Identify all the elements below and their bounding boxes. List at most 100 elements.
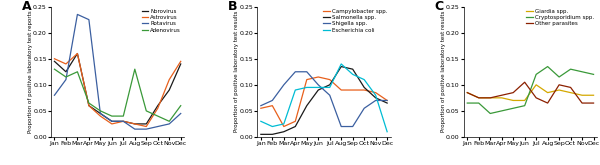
- Astrovirus: [74, 52, 81, 54]
- Escherichia coli: [383, 131, 391, 133]
- Giardia spp.: [544, 92, 551, 94]
- Cryptosporidium spp.: [533, 73, 540, 75]
- Text: C: C: [434, 0, 443, 13]
- Cryptosporidium spp.: [544, 66, 551, 67]
- Salmonella spp.: [269, 133, 276, 135]
- Other parasites: [556, 84, 563, 86]
- Campylobacter spp.: [349, 89, 356, 91]
- Giardia spp.: [567, 92, 574, 94]
- Campylobacter spp.: [338, 89, 345, 91]
- Astrovirus: [166, 79, 173, 81]
- Rotavirus: [166, 123, 173, 125]
- Adenovirus: [74, 71, 81, 73]
- Astrovirus: [85, 105, 92, 107]
- Salmonella spp.: [257, 133, 265, 135]
- Shigella spp.: [314, 84, 322, 86]
- Other parasites: [533, 97, 540, 99]
- Astrovirus: [51, 58, 58, 60]
- Salmonella spp.: [361, 86, 368, 88]
- Rotavirus: [177, 113, 184, 115]
- Norovirus: [62, 71, 70, 73]
- Adenovirus: [51, 68, 58, 70]
- Giardia spp.: [487, 97, 494, 99]
- Line: Norovirus: Norovirus: [55, 53, 181, 124]
- Norovirus: [97, 113, 104, 115]
- Shigella spp.: [372, 99, 379, 101]
- Shigella spp.: [292, 71, 299, 73]
- Shigella spp.: [361, 107, 368, 109]
- Norovirus: [85, 105, 92, 107]
- Cryptosporidium spp.: [464, 102, 471, 104]
- Norovirus: [143, 123, 150, 125]
- Salmonella spp.: [326, 84, 334, 86]
- Norovirus: [120, 120, 127, 122]
- Giardia spp.: [590, 94, 597, 96]
- Cryptosporidium spp.: [590, 73, 597, 75]
- Line: Adenovirus: Adenovirus: [55, 69, 181, 121]
- Salmonella spp.: [372, 97, 379, 99]
- Adenovirus: [97, 110, 104, 112]
- Line: Escherichia coli: Escherichia coli: [261, 64, 387, 132]
- Norovirus: [131, 123, 139, 125]
- Campylobacter spp.: [257, 107, 265, 109]
- Adenovirus: [166, 120, 173, 122]
- Rotavirus: [97, 113, 104, 115]
- Legend: Giardia spp., Cryptosporidium spp., Other parasites: Giardia spp., Cryptosporidium spp., Othe…: [526, 8, 594, 27]
- Rotavirus: [85, 19, 92, 21]
- Norovirus: [154, 105, 161, 107]
- Text: A: A: [22, 0, 31, 13]
- Shigella spp.: [269, 99, 276, 101]
- Other parasites: [567, 86, 574, 88]
- Astrovirus: [108, 123, 115, 125]
- Rotavirus: [62, 79, 70, 81]
- Campylobacter spp.: [361, 89, 368, 91]
- Cryptosporidium spp.: [578, 71, 586, 73]
- Shigella spp.: [257, 105, 265, 107]
- Other parasites: [578, 102, 586, 104]
- Rotavirus: [120, 120, 127, 122]
- Line: Campylobacter spp.: Campylobacter spp.: [261, 77, 387, 127]
- Salmonella spp.: [314, 89, 322, 91]
- Campylobacter spp.: [292, 120, 299, 122]
- Other parasites: [590, 102, 597, 104]
- Adenovirus: [85, 102, 92, 104]
- Astrovirus: [62, 63, 70, 65]
- Shigella spp.: [349, 126, 356, 128]
- Y-axis label: Proportion of positive laboratory test reports: Proportion of positive laboratory test r…: [28, 10, 33, 133]
- Line: Astrovirus: Astrovirus: [55, 53, 181, 127]
- Other parasites: [487, 97, 494, 99]
- Cryptosporidium spp.: [509, 107, 517, 109]
- Giardia spp.: [556, 89, 563, 91]
- Shigella spp.: [338, 126, 345, 128]
- Campylobacter spp.: [280, 126, 287, 128]
- Salmonella spp.: [292, 126, 299, 128]
- Adenovirus: [154, 115, 161, 117]
- Adenovirus: [177, 105, 184, 107]
- Cryptosporidium spp.: [475, 102, 482, 104]
- Astrovirus: [154, 107, 161, 109]
- Rotavirus: [51, 94, 58, 96]
- Other parasites: [475, 97, 482, 99]
- Other parasites: [498, 94, 505, 96]
- Other parasites: [521, 81, 528, 83]
- Text: B: B: [228, 0, 238, 13]
- Campylobacter spp.: [383, 99, 391, 101]
- Campylobacter spp.: [303, 79, 310, 81]
- Shigella spp.: [326, 94, 334, 96]
- Legend: Campylobacter spp., Salmonella spp., Shigella spp., Escherichia coli: Campylobacter spp., Salmonella spp., Shi…: [323, 8, 388, 33]
- Escherichia coli: [257, 120, 265, 122]
- Campylobacter spp.: [314, 76, 322, 78]
- Salmonella spp.: [383, 102, 391, 104]
- Giardia spp.: [498, 97, 505, 99]
- Line: Shigella spp.: Shigella spp.: [261, 72, 387, 127]
- Cryptosporidium spp.: [498, 110, 505, 112]
- Rotavirus: [131, 128, 139, 130]
- Cryptosporidium spp.: [567, 68, 574, 70]
- Giardia spp.: [509, 99, 517, 101]
- Escherichia coli: [314, 86, 322, 88]
- Giardia spp.: [578, 94, 586, 96]
- Norovirus: [51, 60, 58, 62]
- Giardia spp.: [521, 99, 528, 101]
- Escherichia coli: [338, 63, 345, 65]
- Line: Other parasites: Other parasites: [467, 82, 593, 103]
